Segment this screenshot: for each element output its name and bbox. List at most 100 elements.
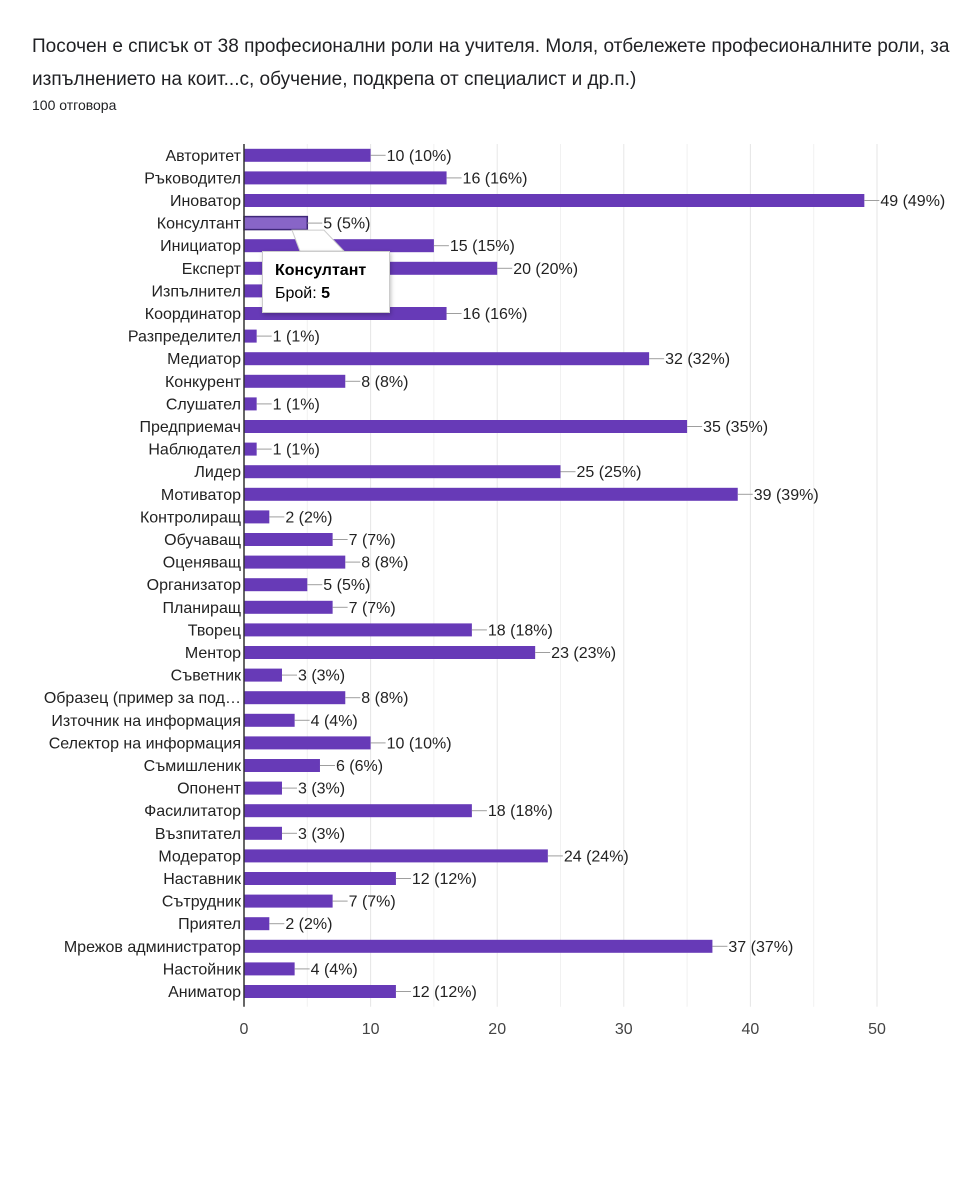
value-label: 16 (16%) (463, 170, 528, 187)
bar (244, 600, 333, 614)
value-label: 1 (1%) (273, 442, 320, 459)
value-label: 4 (4%) (311, 961, 358, 978)
category-label: Сътрудник (162, 894, 242, 911)
value-label: 5 (5%) (323, 216, 370, 233)
bar (244, 985, 396, 998)
bar (244, 397, 257, 411)
value-label: 7 (7%) (349, 894, 396, 911)
category-label: Съмишленик (144, 758, 242, 775)
bar (244, 329, 257, 343)
value-label: 2 (2%) (285, 509, 332, 526)
bar (244, 962, 295, 976)
tooltip-category: Консултант (275, 262, 367, 279)
category-label: Инициатор (160, 238, 241, 255)
bar (244, 487, 738, 501)
bar (244, 623, 472, 637)
category-label: Творец (188, 622, 241, 639)
category-label: Селектор на информация (49, 735, 241, 752)
category-label: Оценяващ (163, 555, 241, 572)
value-label: 15 (15%) (450, 238, 515, 255)
value-label: 23 (23%) (551, 645, 616, 662)
bar (244, 939, 713, 953)
value-label: 4 (4%) (311, 713, 358, 730)
value-label: 18 (18%) (488, 803, 553, 820)
category-label: Образец (пример за под… (44, 690, 241, 707)
value-label: 3 (3%) (298, 668, 345, 685)
tooltip-count: Брой: 5 (275, 282, 377, 306)
bar (244, 781, 282, 795)
category-label: Слушател (166, 396, 241, 413)
category-label: Фасилитатор (144, 803, 241, 820)
category-label: Съветник (171, 668, 242, 685)
bar (244, 420, 688, 433)
bar (244, 872, 396, 885)
value-label: 1 (1%) (273, 396, 320, 413)
bar (244, 691, 346, 705)
value-label: 37 (37%) (728, 939, 793, 956)
category-label: Мрежов администратор (64, 939, 241, 956)
value-label: 7 (7%) (349, 532, 396, 549)
bar (243, 215, 309, 231)
category-label: Наставник (163, 871, 242, 888)
value-label: 10 (10%) (387, 735, 452, 752)
x-tick-label: 10 (362, 1021, 380, 1038)
x-tick-label: 50 (868, 1021, 886, 1038)
bar (244, 849, 548, 863)
category-label: Мотиватор (161, 487, 241, 504)
category-label: Модератор (158, 848, 241, 865)
category-label: Изпълнител (152, 283, 241, 300)
category-label: Приятел (178, 916, 241, 933)
value-label: 8 (8%) (361, 374, 408, 391)
value-label: 12 (12%) (412, 984, 477, 1001)
category-label: Иноватор (170, 193, 241, 210)
response-count: 100 отговора (32, 97, 117, 113)
value-label: 3 (3%) (298, 826, 345, 843)
bar (244, 713, 295, 727)
x-tick-label: 20 (488, 1021, 506, 1038)
bar (244, 374, 346, 388)
category-label: Източник на информация (51, 713, 241, 730)
value-label: 49 (49%) (880, 193, 945, 210)
value-label: 18 (18%) (488, 622, 553, 639)
value-label: 8 (8%) (361, 690, 408, 707)
bar (244, 759, 320, 772)
x-tick-label: 30 (615, 1021, 633, 1038)
tooltip-count-value: 5 (321, 285, 331, 302)
bar (244, 894, 333, 908)
bar (244, 442, 257, 456)
category-label: Планиращ (163, 600, 241, 617)
bar (244, 646, 536, 659)
bar (244, 555, 346, 569)
category-label: Разпределител (128, 329, 241, 346)
value-label: 20 (20%) (513, 261, 578, 278)
bar (244, 736, 371, 750)
category-label: Предприемач (139, 419, 241, 436)
value-label: 24 (24%) (564, 848, 629, 865)
value-label: 2 (2%) (285, 916, 332, 933)
x-tick-label: 40 (742, 1021, 760, 1038)
value-label: 3 (3%) (298, 781, 345, 798)
category-label: Аниматор (168, 984, 241, 1001)
category-label: Медиатор (167, 351, 241, 368)
value-label: 10 (10%) (387, 148, 452, 165)
bar (244, 668, 282, 682)
value-label: 32 (32%) (665, 351, 730, 368)
bar (244, 148, 371, 162)
x-tick-label: 0 (240, 1021, 249, 1038)
bar (244, 533, 333, 546)
category-label: Настойник (163, 961, 242, 978)
category-label: Експерт (182, 261, 242, 278)
category-label: Обучаващ (164, 532, 241, 549)
question-title: Посочен е списък от 38 професионални рол… (32, 36, 950, 90)
value-label: 5 (5%) (323, 577, 370, 594)
category-label: Координатор (145, 306, 241, 323)
category-label: Възпитател (155, 826, 241, 843)
value-label: 7 (7%) (349, 600, 396, 617)
bar (244, 465, 561, 479)
value-label: 1 (1%) (273, 329, 320, 346)
bar (244, 578, 308, 592)
category-label: Авторитет (165, 148, 241, 165)
bar (244, 352, 650, 366)
category-label: Контролиращ (140, 509, 241, 526)
